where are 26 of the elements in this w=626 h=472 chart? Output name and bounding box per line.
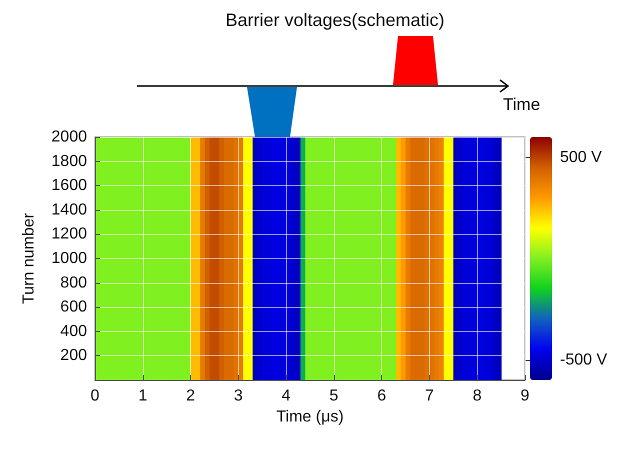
y-tick-label: 400	[60, 322, 88, 340]
y-tick-label: 600	[60, 298, 88, 316]
color-bar-label: 500 V	[560, 148, 602, 166]
y-tick-label: 1400	[51, 201, 88, 218]
color-bar-label: -500 V	[560, 351, 608, 368]
y-tick-label: 800	[60, 274, 88, 292]
x-tick-label: 8	[472, 388, 482, 404]
x-tick-label: 3	[234, 388, 243, 404]
x-axis-title: Time (μs)	[276, 408, 344, 426]
x-tick-label: 1	[138, 388, 148, 404]
y-tick-label: 1000	[51, 250, 88, 267]
x-tick-label: 9	[520, 388, 530, 404]
x-tick-label: 2	[186, 388, 196, 404]
y-tick-label: 1600	[51, 177, 88, 194]
y-tick-label: 1800	[51, 152, 88, 170]
x-tick-label: 7	[424, 388, 434, 404]
x-tick-label: 4	[282, 388, 291, 404]
y-tick-label: 200	[60, 347, 88, 364]
y-tick-label: 1200	[51, 226, 88, 243]
chart-title: Barrier voltages(schematic)	[225, 10, 445, 30]
x-tick-label: 6	[377, 388, 386, 404]
y-tick-label: 2000	[51, 128, 88, 146]
text: Time	[503, 95, 540, 114]
x-tick-label: 5	[329, 388, 338, 404]
y-axis-title: Turn number	[20, 212, 38, 304]
x-tick-label: 0	[90, 388, 100, 404]
